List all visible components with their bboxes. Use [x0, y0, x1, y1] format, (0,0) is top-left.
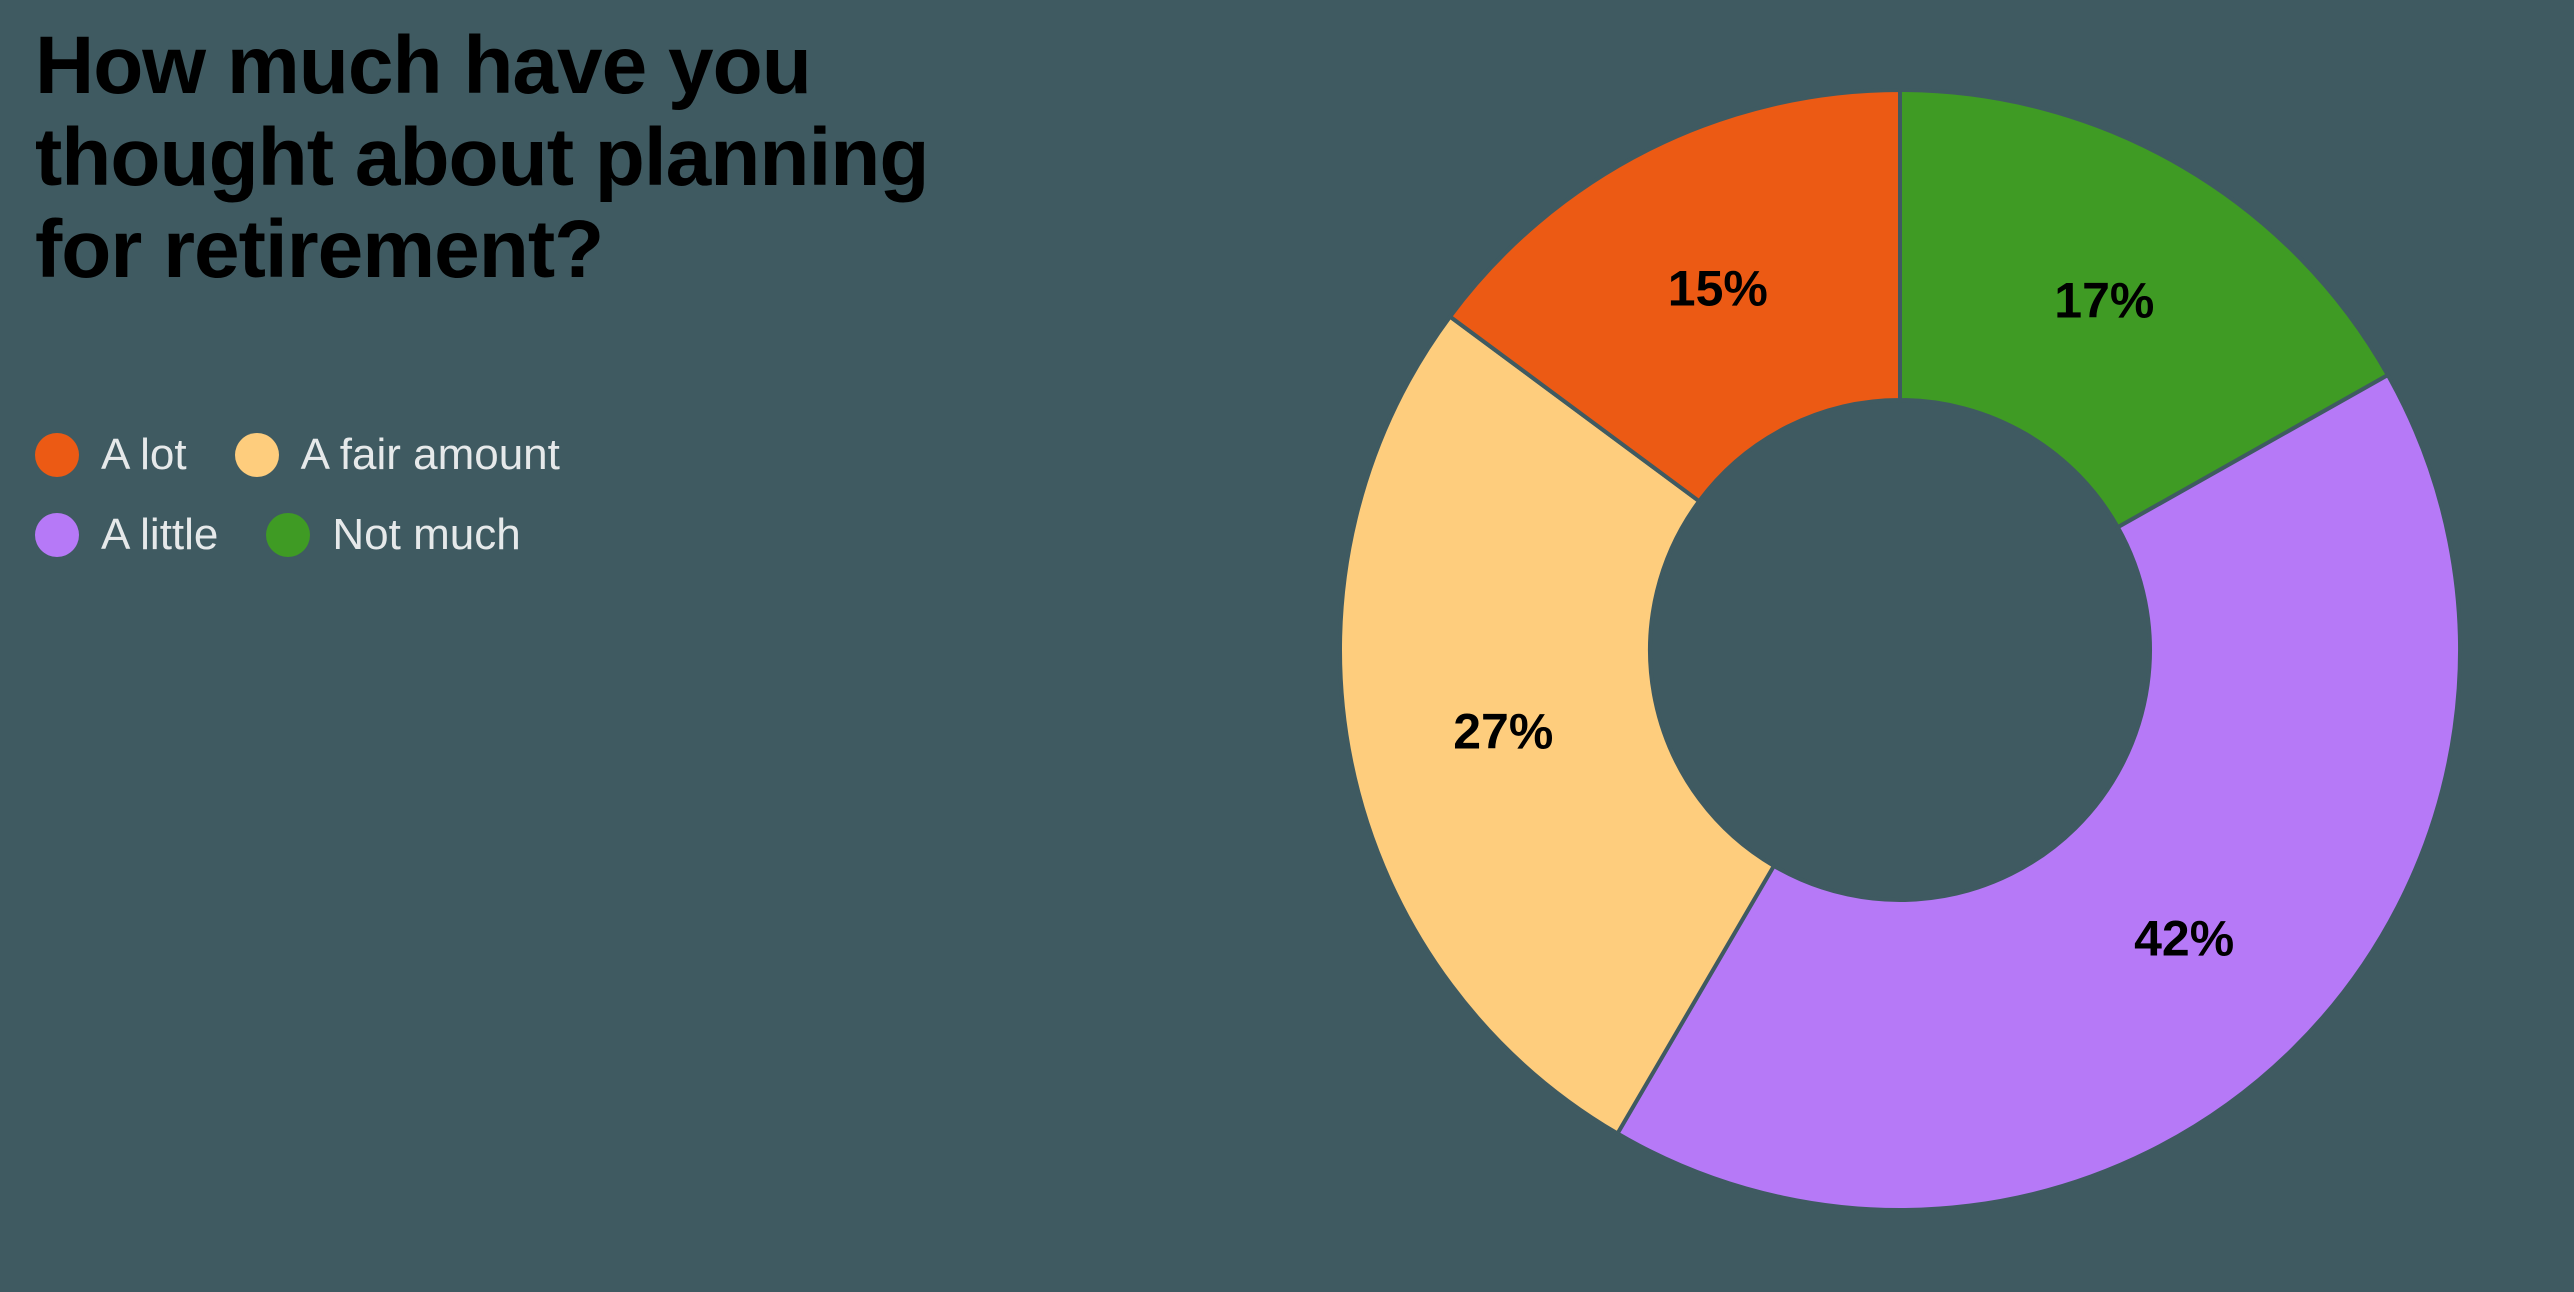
legend-label-not-much: Not much — [332, 510, 520, 560]
chart-canvas: How much have you thought about planning… — [0, 0, 2574, 1292]
legend: A lot A fair amount A little Not much — [35, 430, 735, 560]
legend-label-a-fair-amount: A fair amount — [301, 430, 560, 480]
slice-label-a-lot: 15% — [1668, 260, 1768, 316]
slice-label-a-fair-amount: 27% — [1453, 703, 1553, 759]
legend-label-a-lot: A lot — [101, 430, 187, 480]
slice-label-a-little: 42% — [2134, 911, 2234, 967]
legend-swatch-a-fair-amount — [235, 433, 279, 477]
legend-item-a-little: A little — [35, 510, 218, 560]
legend-swatch-a-little — [35, 513, 79, 557]
legend-swatch-a-lot — [35, 433, 79, 477]
legend-label-a-little: A little — [101, 510, 218, 560]
legend-item-not-much: Not much — [266, 510, 520, 560]
legend-item-a-lot: A lot — [35, 430, 187, 480]
slice-label-not-much: 17% — [2054, 272, 2154, 328]
legend-swatch-not-much — [266, 513, 310, 557]
chart-title: How much have you thought about planning… — [35, 20, 935, 295]
legend-item-a-fair-amount: A fair amount — [235, 430, 560, 480]
slice-a-little — [1617, 375, 2460, 1210]
